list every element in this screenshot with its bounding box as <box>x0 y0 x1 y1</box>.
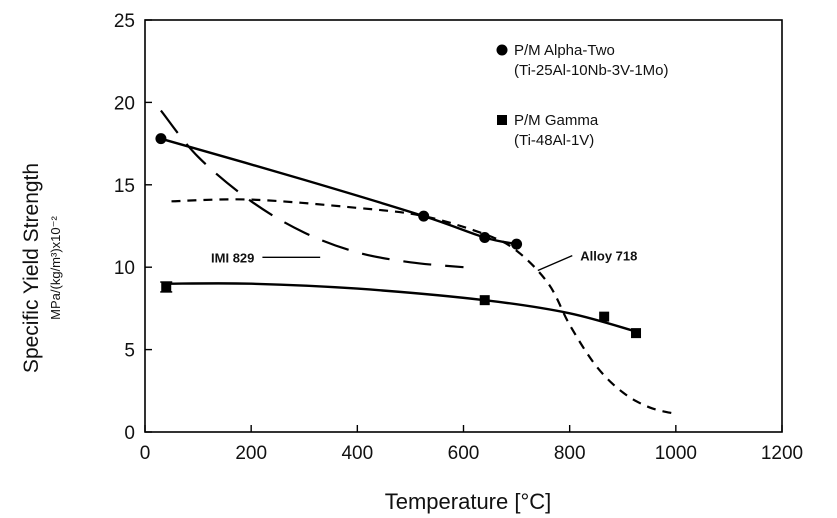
data-point-p-m-alpha-two <box>479 232 491 244</box>
data-point-p-m-gamma <box>479 295 490 306</box>
y-axis-ticks: 0 5 10 15 20 25 <box>114 11 152 444</box>
y-tick-label: 5 <box>124 341 135 362</box>
data-point-p-m-gamma <box>631 328 642 339</box>
series-line-alloy-718 <box>171 198 677 415</box>
series-line-imi-829 <box>160 109 464 269</box>
y-tick-label: 0 <box>124 423 135 444</box>
x-tick-label: 400 <box>341 443 373 464</box>
legend-marker-circle <box>496 44 508 56</box>
y-axis-units: MPa/(kg/m³)x10⁻² <box>48 216 63 320</box>
legend-sublabel: (Ti-48Al-1V) <box>514 132 594 149</box>
y-tick-label: 10 <box>114 258 135 279</box>
annotation-label: IMI 829 <box>211 250 254 265</box>
x-tick-label: 600 <box>448 443 480 464</box>
annotation-layer: IMI 829 Alloy 718 <box>211 249 637 272</box>
x-tick-label: 0 <box>140 443 151 464</box>
x-axis-title: Temperature [°C] <box>385 489 552 514</box>
marker-layer <box>155 133 642 339</box>
legend-sublabel: (Ti-25Al-10Nb-3V-1Mo) <box>514 62 669 79</box>
legend-label: P/M Gamma <box>514 112 599 129</box>
series-line-p-m-alpha-two <box>160 137 517 246</box>
x-tick-label: 1200 <box>761 443 803 464</box>
data-point-p-m-alpha-two <box>511 238 523 250</box>
x-tick-label: 1000 <box>655 443 697 464</box>
legend: P/M Alpha-Two (Ti-25Al-10Nb-3V-1Mo) P/M Ga… <box>496 42 669 149</box>
x-tick-label: 800 <box>554 443 586 464</box>
y-tick-label: 20 <box>114 93 135 114</box>
data-point-p-m-gamma <box>599 311 610 322</box>
legend-marker-square <box>497 115 507 125</box>
data-point-p-m-alpha-two <box>155 133 167 145</box>
y-tick-label: 25 <box>114 11 135 32</box>
data-point-p-m-alpha-two <box>418 210 430 222</box>
legend-label: P/M Alpha-Two <box>514 42 615 59</box>
y-axis-title: Specific Yield Strength <box>20 163 43 373</box>
series-line-p-m-gamma <box>166 282 637 333</box>
series-layer <box>160 109 677 415</box>
annotation-leader-line <box>537 255 573 272</box>
y-tick-label: 15 <box>114 176 135 197</box>
x-tick-label: 200 <box>235 443 267 464</box>
data-point-p-m-gamma <box>161 281 172 292</box>
annotation-label: Alloy 718 <box>580 249 637 264</box>
x-axis-ticks: 0 200 400 600 800 1000 1200 <box>140 425 803 464</box>
